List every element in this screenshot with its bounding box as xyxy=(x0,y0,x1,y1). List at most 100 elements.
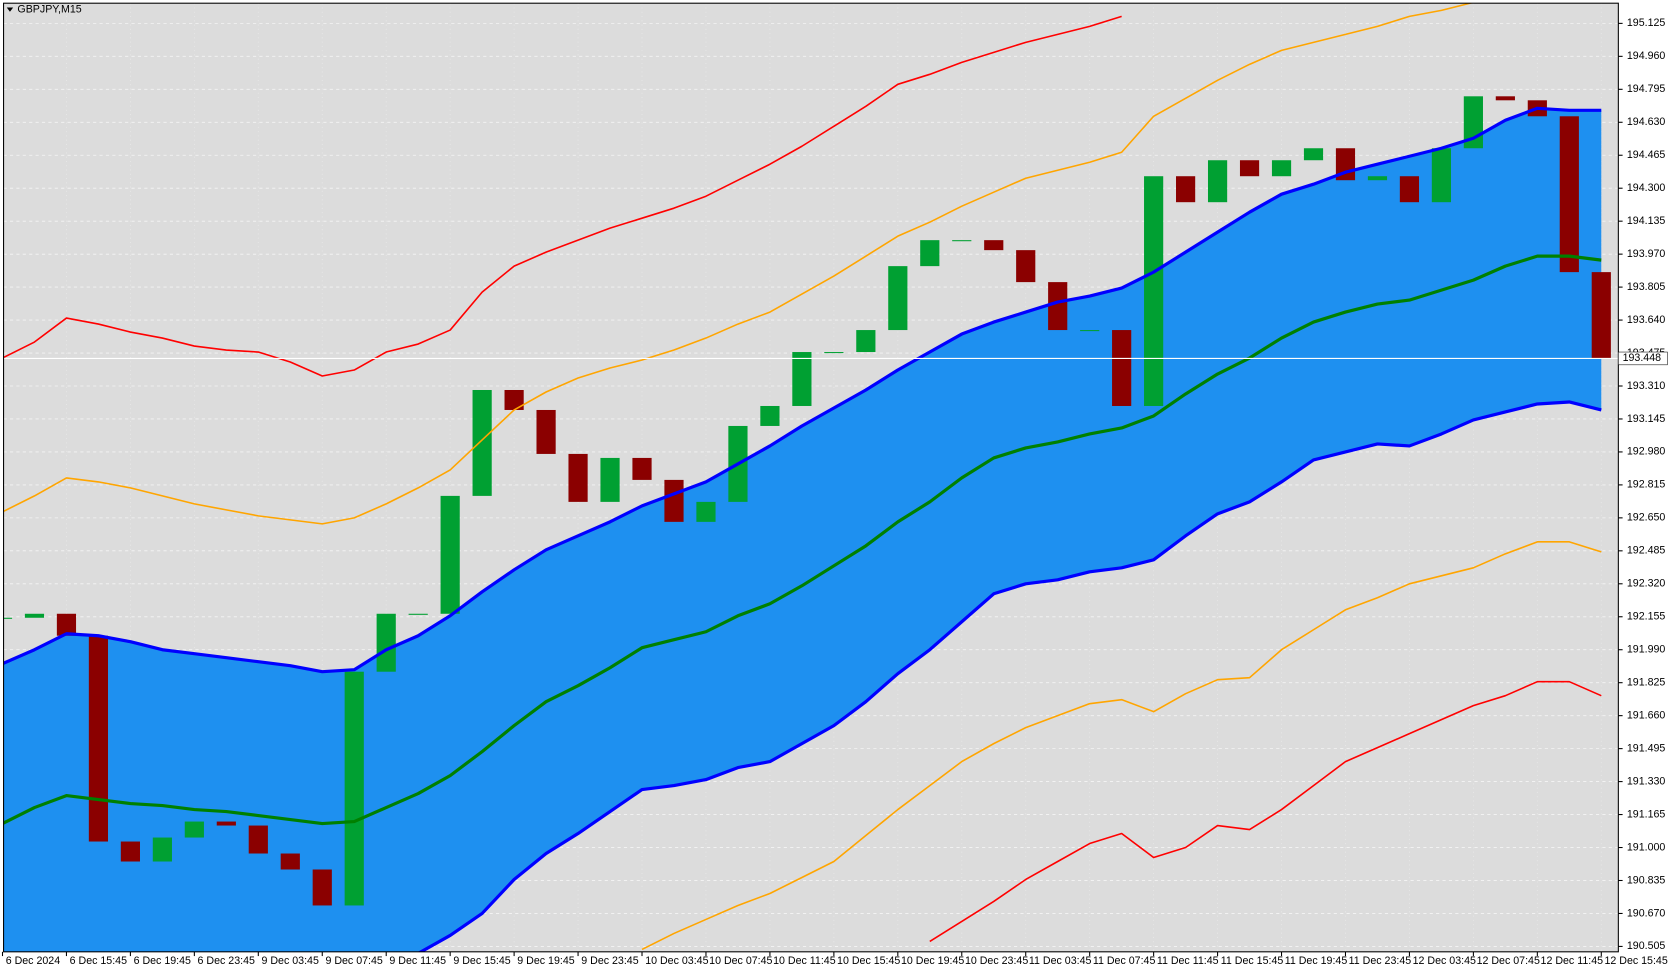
x-tick-label: 12 Dec 15:45 xyxy=(1604,955,1667,967)
x-tick-label: 12 Dec 03:45 xyxy=(1413,955,1476,967)
candle xyxy=(1271,160,1292,177)
candle xyxy=(792,352,812,406)
candle xyxy=(760,405,780,426)
x-tick-label: 10 Dec 15:45 xyxy=(837,955,900,967)
x-tick-label: 10 Dec 23:45 xyxy=(965,955,1028,967)
candle xyxy=(1207,160,1228,203)
candle xyxy=(184,821,204,838)
candle xyxy=(1080,330,1100,332)
indicator-line xyxy=(417,400,1602,952)
x-tick-label: 11 Dec 07:45 xyxy=(1093,955,1156,967)
x-tick-label: 11 Dec 19:45 xyxy=(1285,955,1348,967)
symbol-menu-arrow[interactable] xyxy=(6,7,14,12)
candle xyxy=(88,635,109,842)
candle xyxy=(504,389,524,410)
candle xyxy=(120,841,140,862)
candle xyxy=(856,330,876,353)
x-tick-label: 11 Dec 23:45 xyxy=(1349,955,1412,967)
x-tick-label: 11 Dec 15:45 xyxy=(1221,955,1284,967)
candle xyxy=(312,869,332,906)
x-tick-label: 9 Dec 11:45 xyxy=(389,955,446,967)
y-tick-label: 194.795 xyxy=(1627,83,1666,95)
x-tick-label: 10 Dec 19:45 xyxy=(901,955,964,967)
candle xyxy=(568,453,588,502)
y-tick-label: 191.990 xyxy=(1627,644,1666,656)
indicator-line xyxy=(3,106,1602,674)
current-price-box xyxy=(1618,351,1668,366)
candle xyxy=(24,613,45,618)
candle xyxy=(1144,176,1164,406)
indicator-line xyxy=(641,541,1602,951)
y-tick-label: 191.000 xyxy=(1627,841,1666,853)
y-tick-label: 192.815 xyxy=(1627,479,1666,491)
x-tick-label: 12 Dec 11:45 xyxy=(1541,955,1604,967)
candle xyxy=(152,837,172,862)
candle xyxy=(536,409,556,454)
x-tick-label: 9 Dec 15:45 xyxy=(453,955,510,967)
y-tick-label: 191.660 xyxy=(1627,709,1666,721)
y-tick-label: 191.165 xyxy=(1627,808,1666,820)
candle xyxy=(1016,250,1036,283)
candle xyxy=(440,495,460,614)
y-tick-label: 192.485 xyxy=(1627,545,1666,557)
y-tick-label: 193.970 xyxy=(1627,248,1666,260)
x-tick-label: 9 Dec 19:45 xyxy=(517,955,574,967)
y-tick-label: 191.825 xyxy=(1627,677,1666,689)
candle xyxy=(1239,160,1260,177)
y-tick-label: 193.640 xyxy=(1627,314,1666,326)
candle xyxy=(1367,176,1388,181)
candle xyxy=(344,671,364,906)
axes-layer: 195.125 194.960 194.795 194.630 194.465 194.3… xyxy=(1,17,1668,967)
y-tick-label: 192.320 xyxy=(1627,578,1666,590)
candle xyxy=(1048,282,1068,331)
y-tick-label: 194.960 xyxy=(1627,50,1666,62)
candle xyxy=(1303,148,1324,161)
candle xyxy=(56,613,77,636)
indicator-line xyxy=(3,3,1474,525)
candle xyxy=(888,266,908,331)
indicator-line xyxy=(3,254,1602,826)
x-tick-label: 11 Dec 03:45 xyxy=(1029,955,1092,967)
x-tick-label: 11 Dec 11:45 xyxy=(1157,955,1219,967)
candle xyxy=(376,613,396,672)
candle xyxy=(216,821,236,826)
y-tick-label: 193.310 xyxy=(1627,380,1666,392)
candle xyxy=(3,617,13,619)
candle xyxy=(824,352,844,354)
x-tick-label: 9 Dec 07:45 xyxy=(325,955,382,967)
x-tick-label: 10 Dec 03:45 xyxy=(645,955,708,967)
chart-title: GBPJPY,M15 xyxy=(17,3,81,15)
y-tick-label: 194.300 xyxy=(1627,182,1666,194)
y-tick-label: 195.125 xyxy=(1627,17,1666,29)
candle xyxy=(1495,96,1515,101)
indicator-line xyxy=(3,15,1122,377)
plot-border xyxy=(3,2,1619,953)
x-tick-label: 6 Dec 19:45 xyxy=(134,955,191,967)
y-tick-label: 193.145 xyxy=(1627,413,1666,425)
candle xyxy=(1591,272,1611,359)
x-tick-label: 6 Dec 2024 xyxy=(6,955,61,967)
y-tick-label: 192.155 xyxy=(1627,611,1666,623)
candle xyxy=(248,825,268,854)
candle xyxy=(696,501,716,522)
x-tick-label: 9 Dec 03:45 xyxy=(262,955,319,967)
candle xyxy=(1431,148,1452,203)
candle xyxy=(408,613,428,615)
y-tick-label: 190.670 xyxy=(1627,907,1666,919)
y-tick-label: 194.630 xyxy=(1627,116,1666,128)
candle xyxy=(632,457,652,480)
y-tick-label: 190.835 xyxy=(1627,874,1666,886)
indicator-line xyxy=(929,680,1602,943)
y-tick-label: 192.980 xyxy=(1627,446,1666,458)
x-tick-label: 12 Dec 07:45 xyxy=(1477,955,1540,967)
candle xyxy=(1559,116,1579,273)
x-tick-label: 10 Dec 07:45 xyxy=(709,955,772,967)
y-tick-label: 191.330 xyxy=(1627,775,1666,787)
plot-layer xyxy=(3,3,1619,952)
y-tick-label: 190.505 xyxy=(1627,940,1666,952)
candle xyxy=(280,853,300,870)
x-tick-label: 6 Dec 23:45 xyxy=(198,955,255,967)
y-tick-label: 194.135 xyxy=(1627,215,1666,227)
current-price-label: 193.448 xyxy=(1623,352,1662,364)
